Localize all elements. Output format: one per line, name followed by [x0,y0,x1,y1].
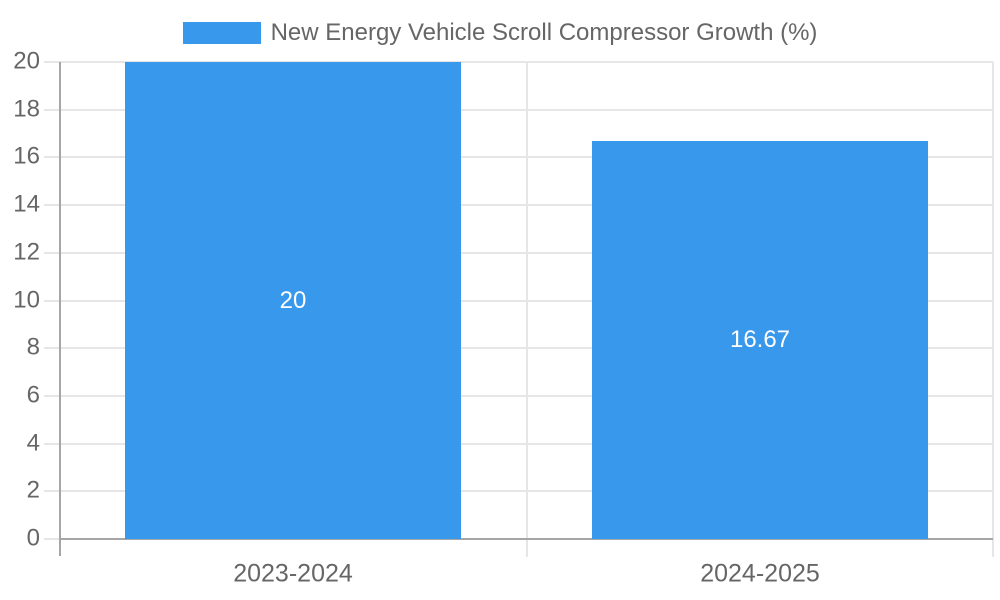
y-tick-label: 16 [13,142,40,170]
x-tick-label: 2023-2024 [233,559,353,588]
gridline-vertical [526,62,528,557]
gridline-horizontal [44,347,993,349]
bar-value-label: 16.67 [729,326,791,353]
legend-label: New Energy Vehicle Scroll Compressor Gro… [270,19,818,46]
y-tick-label: 10 [13,286,40,314]
gridline-horizontal [44,443,993,445]
bar-value-label: 20 [279,287,307,314]
gridline-horizontal [44,300,993,302]
y-tick-label: 20 [13,47,40,75]
y-tick-label: 6 [26,381,40,409]
y-tick-label: 4 [26,429,40,457]
gridline-horizontal [44,395,993,397]
gridline-horizontal [44,156,993,158]
legend-item[interactable]: New Energy Vehicle Scroll Compressor Gro… [0,19,1000,46]
gridline-horizontal [44,252,993,254]
gridline-horizontal [44,109,993,111]
y-tick-label: 8 [26,333,40,361]
gridline-horizontal [44,490,993,492]
x-tick-label: 2024-2025 [700,559,820,588]
y-tick-label: 18 [13,95,40,123]
gridline-horizontal [44,61,993,63]
legend-swatch [182,22,261,44]
y-tick-label: 14 [13,190,40,218]
gridline-vertical [992,62,994,557]
y-tick-label: 0 [26,524,40,552]
y-tick-label: 12 [13,238,40,266]
y-tick-label: 2 [26,476,40,504]
y-axis-line [59,62,61,556]
x-axis-line [59,538,993,540]
gridline-horizontal [44,204,993,206]
bar-2023-2024[interactable] [125,62,461,539]
bar-2024-2025[interactable] [592,141,928,539]
